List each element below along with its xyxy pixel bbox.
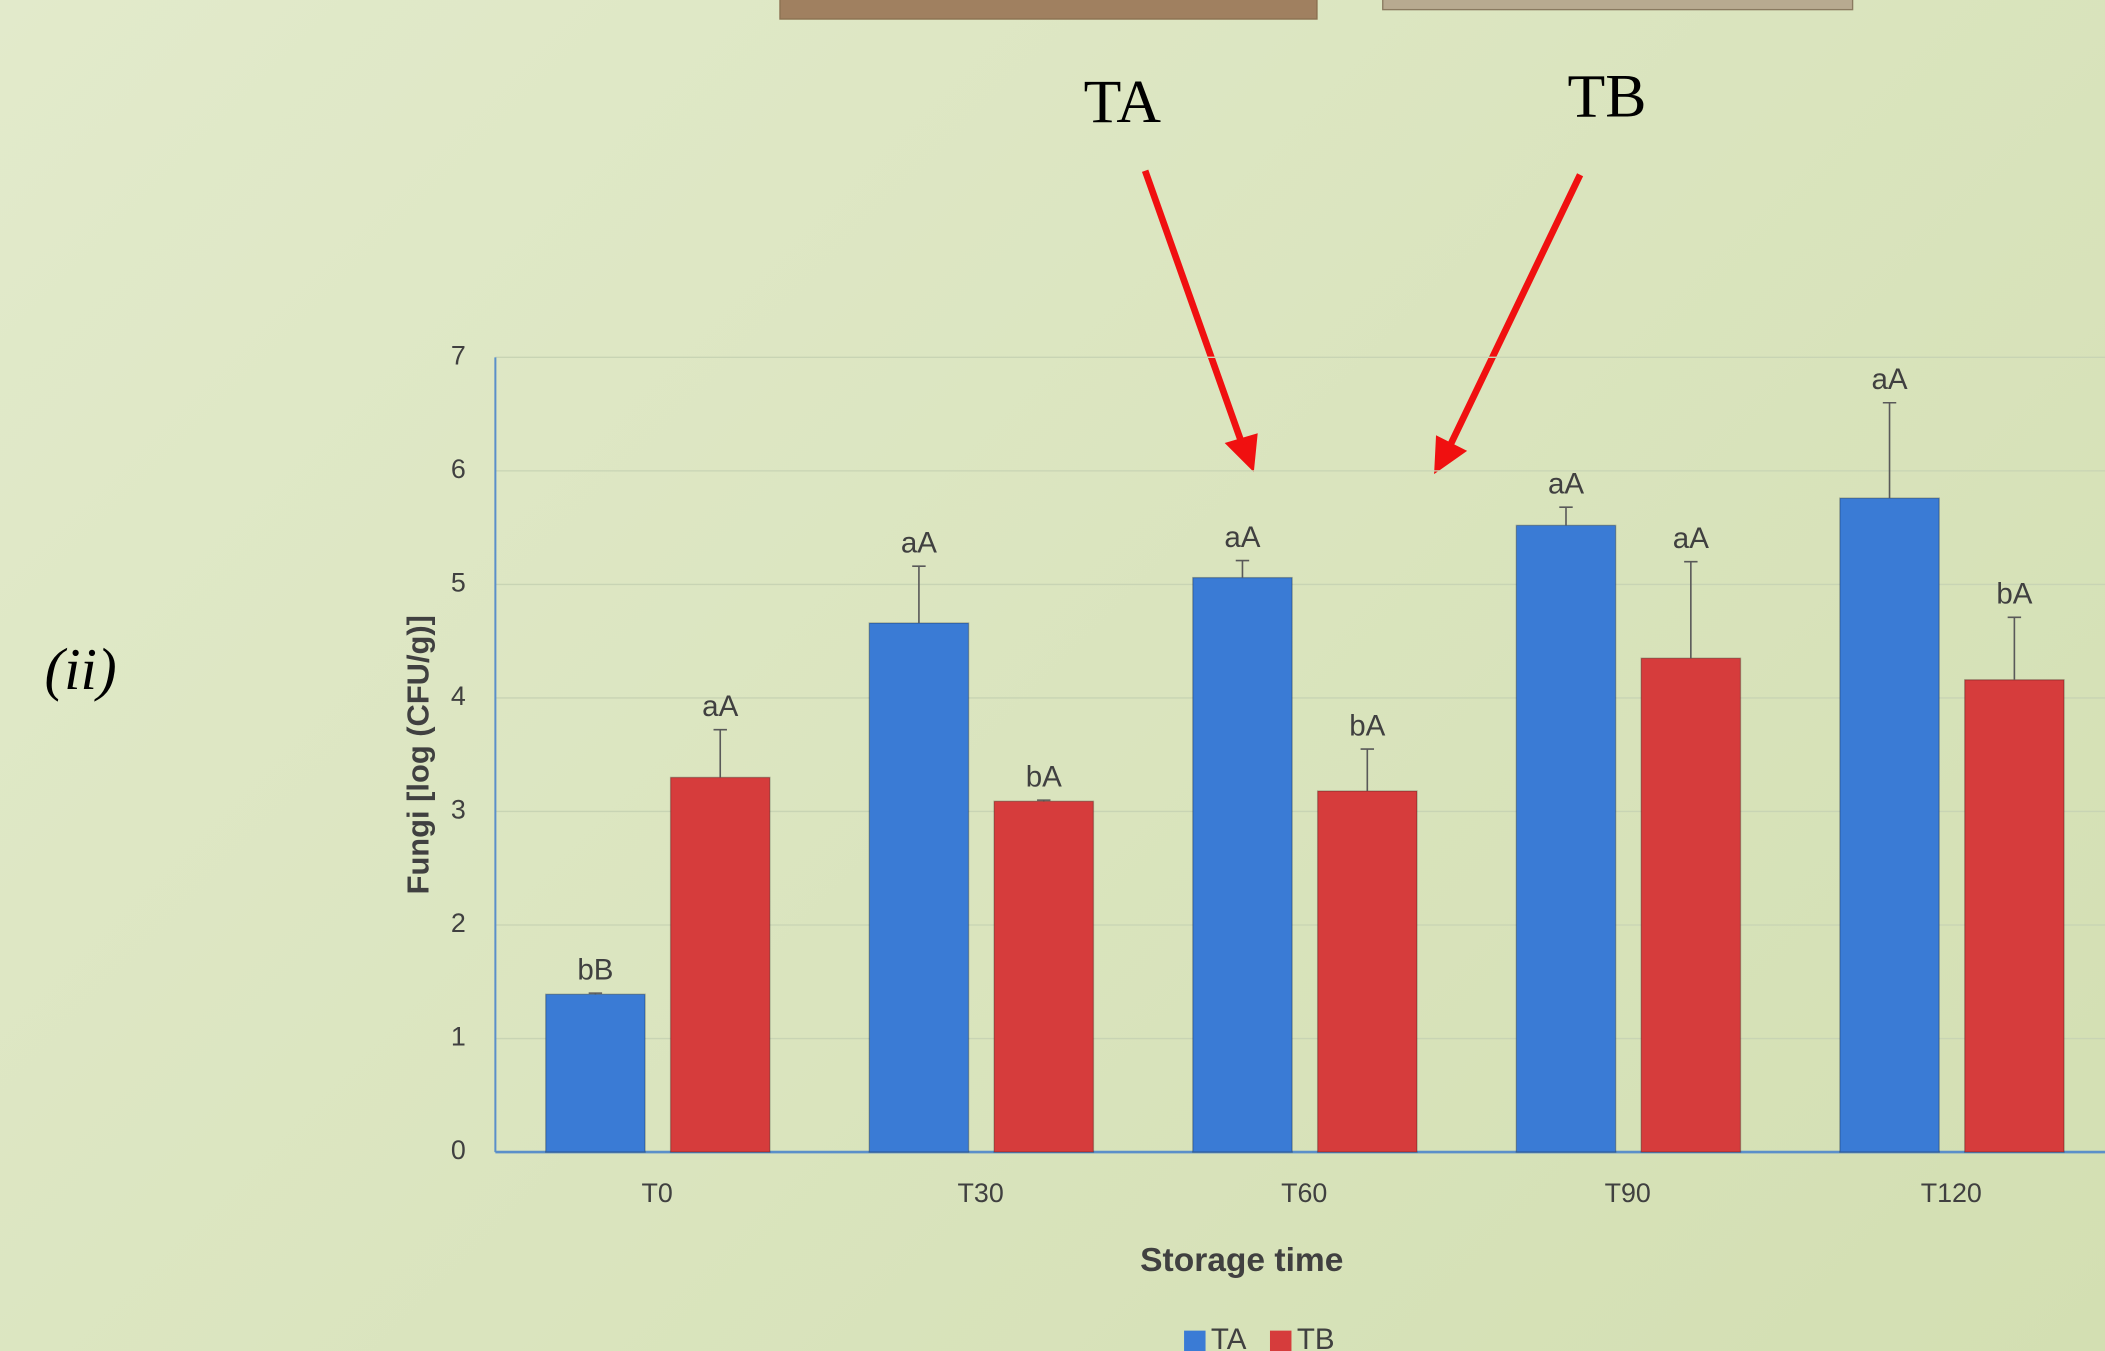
bar [671,777,770,1152]
y-tick-label: 3 [451,795,466,825]
arrows [1145,171,1580,468]
y-tick-label: 6 [451,454,466,484]
error-bar [1559,507,1572,525]
data-label: aA [901,527,937,560]
arrow [1450,175,1580,446]
data-label: bA [1996,578,2032,611]
error-bar [1361,749,1374,791]
x-tick-label: T0 [641,1178,672,1208]
data-label: aA [1548,468,1584,501]
annotation: TA [1084,68,1162,136]
data-label: aA [1871,363,1907,396]
error-bar [2008,617,2021,679]
photo [1383,0,1853,10]
photo [780,0,1317,19]
page: (ii) TA TB Fungi [log (CFU/g)] Storage t… [0,0,2105,1351]
bar [1318,791,1417,1152]
bar [1516,525,1615,1152]
error-bar [1236,561,1249,578]
data-label: bB [577,953,613,986]
panel-label: (ii) [44,636,116,702]
arrow-head [1231,438,1254,465]
bar [1840,498,1939,1152]
x-tick-label: T90 [1605,1178,1651,1208]
y-axis-title: Fungi [log (CFU/g)] [400,615,435,894]
legend-swatch [1184,1331,1205,1351]
x-tick-label: T120 [1921,1178,1982,1208]
x-axis-title: Storage time [1140,1242,1343,1279]
data-label: aA [1673,522,1709,555]
data-label: aA [1224,521,1260,554]
data-label: bA [1026,760,1062,793]
y-tick-label: 0 [451,1135,466,1165]
data-label: aA [702,690,738,723]
legend-label: TB [1297,1323,1335,1351]
bar [869,623,968,1152]
error-bar [714,730,727,778]
error-bar [1684,562,1697,659]
annotation: TB [1567,62,1646,130]
y-tick-label: 7 [451,340,466,370]
data-label: bA [1349,709,1385,742]
y-tick-label: 5 [451,567,466,597]
bar [1641,658,1740,1152]
bar [994,801,1093,1152]
x-tick-label: T60 [1281,1178,1327,1208]
bar [1193,578,1292,1152]
arrow [1145,171,1242,444]
y-tick-label: 4 [451,681,466,711]
y-tick-label: 2 [451,908,466,938]
y-tick-label: 1 [451,1022,466,1052]
bar [1965,680,2064,1152]
x-tick-label: T30 [958,1178,1004,1208]
legend-label: TA [1211,1323,1247,1351]
bar [546,994,645,1152]
error-bar [912,566,925,623]
arrow-head [1438,441,1461,468]
legend-swatch [1270,1331,1291,1351]
error-bar [1883,403,1896,498]
